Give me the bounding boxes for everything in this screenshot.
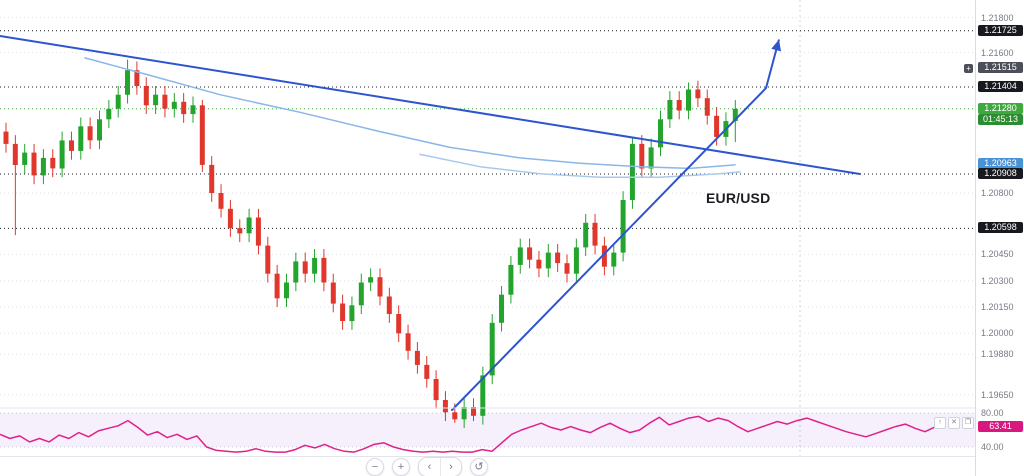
- price-level-badge[interactable]: 1.20908: [978, 168, 1023, 179]
- price-axis-label: 1.20150: [981, 302, 1014, 312]
- price-axis-label: 1.19650: [981, 390, 1014, 400]
- price-axis-label: 1.20450: [981, 249, 1014, 259]
- scroll-left-button[interactable]: ‹: [419, 458, 440, 476]
- ma-value-badge: 1.20963: [978, 158, 1023, 169]
- ma-fast-line: [84, 57, 736, 170]
- pane-maximize-icon[interactable]: ❐: [962, 417, 974, 429]
- price-level-badge[interactable]: 1.21725: [978, 25, 1023, 36]
- reset-chart-button[interactable]: ↺: [470, 458, 488, 476]
- price-axis[interactable]: 1.21800 1.21600 1.20800 1.20450 1.20300 1.201…: [964, 0, 1024, 476]
- chart-text-drawing[interactable]: EUR/USD: [706, 190, 771, 206]
- price-axis-label: 1.20800: [981, 188, 1014, 198]
- candlesticks[interactable]: [3, 59, 738, 429]
- scroll-right-button[interactable]: ›: [440, 458, 461, 476]
- countdown-badge: 01:45:13: [978, 114, 1023, 125]
- rsi-axis-label: 40.00: [981, 442, 1004, 452]
- pane-close-icon[interactable]: ✕: [948, 417, 960, 429]
- price-level-lines[interactable]: [0, 30, 975, 229]
- zoom-out-button[interactable]: −: [366, 458, 384, 476]
- current-price-badge: 1.21280: [978, 103, 1023, 114]
- zoom-in-button[interactable]: +: [392, 458, 410, 476]
- price-alert-marker-icon[interactable]: +: [964, 64, 973, 73]
- price-axis-label: 1.19880: [981, 349, 1014, 359]
- price-level-badge[interactable]: 1.21404: [978, 81, 1023, 92]
- grid-lines: [0, 0, 975, 457]
- chart-bottom-toolbar: − + ‹ › ↺: [366, 457, 488, 476]
- breakout-arrow-head: [771, 39, 781, 52]
- ascending-trendline[interactable]: [451, 87, 767, 411]
- rsi-pane-controls: ↑ ✕ ❐: [934, 417, 974, 429]
- chart-canvas[interactable]: [0, 0, 975, 457]
- rsi-band: [0, 412, 975, 448]
- rsi-value-badge: 63.41: [978, 421, 1023, 432]
- price-level-badge[interactable]: 1.20598: [978, 222, 1023, 233]
- trendline-drawings[interactable]: [0, 35, 861, 411]
- ma-slow-line: [419, 153, 741, 178]
- price-level-badge[interactable]: 1.21515: [978, 62, 1023, 73]
- scroll-pill: ‹ ›: [418, 457, 462, 476]
- price-axis-label: 1.20300: [981, 276, 1014, 286]
- pane-separators: [0, 407, 975, 457]
- pane-move-up-icon[interactable]: ↑: [934, 417, 946, 429]
- price-axis-label: 1.21600: [981, 48, 1014, 58]
- descending-trendline[interactable]: [0, 35, 861, 175]
- price-axis-label: 1.20000: [981, 328, 1014, 338]
- rsi-indicator: [0, 415, 936, 453]
- price-axis-label: 1.21800: [981, 13, 1014, 23]
- rsi-line: [0, 415, 936, 453]
- rsi-axis-label: 80.00: [981, 408, 1004, 418]
- moving-average-lines: [84, 57, 741, 178]
